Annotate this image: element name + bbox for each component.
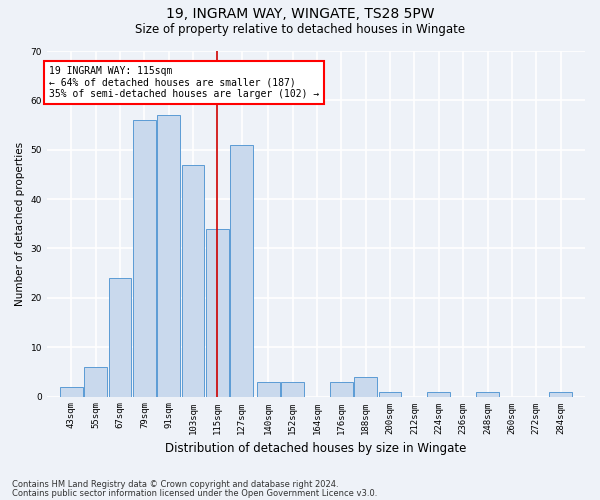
Bar <box>109 278 131 396</box>
Bar <box>60 386 83 396</box>
Bar <box>476 392 499 396</box>
Bar <box>257 382 280 396</box>
X-axis label: Distribution of detached houses by size in Wingate: Distribution of detached houses by size … <box>165 442 467 455</box>
Text: Contains public sector information licensed under the Open Government Licence v3: Contains public sector information licen… <box>12 489 377 498</box>
Bar <box>549 392 572 396</box>
Bar <box>355 377 377 396</box>
Text: Size of property relative to detached houses in Wingate: Size of property relative to detached ho… <box>135 22 465 36</box>
Bar <box>330 382 353 396</box>
Text: Contains HM Land Registry data © Crown copyright and database right 2024.: Contains HM Land Registry data © Crown c… <box>12 480 338 489</box>
Bar <box>230 145 253 397</box>
Bar <box>427 392 450 396</box>
Bar <box>182 164 205 396</box>
Bar <box>133 120 156 396</box>
Bar <box>281 382 304 396</box>
Bar <box>379 392 401 396</box>
Y-axis label: Number of detached properties: Number of detached properties <box>15 142 25 306</box>
Text: 19 INGRAM WAY: 115sqm
← 64% of detached houses are smaller (187)
35% of semi-det: 19 INGRAM WAY: 115sqm ← 64% of detached … <box>49 66 319 99</box>
Bar <box>206 228 229 396</box>
Text: 19, INGRAM WAY, WINGATE, TS28 5PW: 19, INGRAM WAY, WINGATE, TS28 5PW <box>166 8 434 22</box>
Bar <box>84 367 107 396</box>
Bar <box>157 115 180 396</box>
